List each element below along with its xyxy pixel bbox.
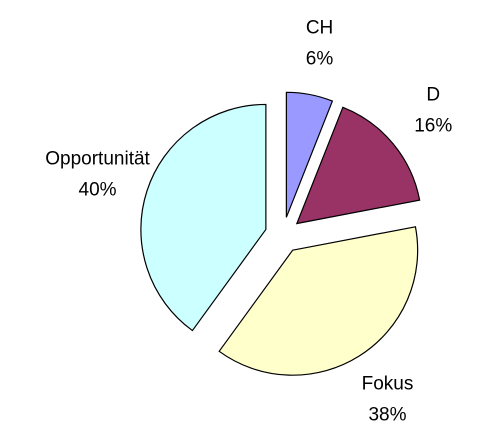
value-label: 6% (306, 48, 334, 69)
slice-label: Fokus 38% (362, 374, 414, 426)
slice-label: D 16% (414, 85, 452, 137)
pie-slice (295, 106, 421, 225)
value-label: 16% (414, 116, 452, 137)
pie-slice (140, 103, 267, 332)
category-label: Opportunität (45, 149, 150, 170)
value-label: 40% (79, 180, 117, 201)
value-label: 38% (368, 405, 406, 426)
category-label: CH (306, 17, 333, 38)
category-label: D (426, 85, 440, 106)
slice-label: CH 6% (306, 17, 334, 69)
pie-slice (285, 91, 334, 218)
slice-label: Opportunität 40% (45, 149, 150, 201)
pie-slice (218, 226, 419, 376)
category-label: Fokus (362, 374, 414, 395)
